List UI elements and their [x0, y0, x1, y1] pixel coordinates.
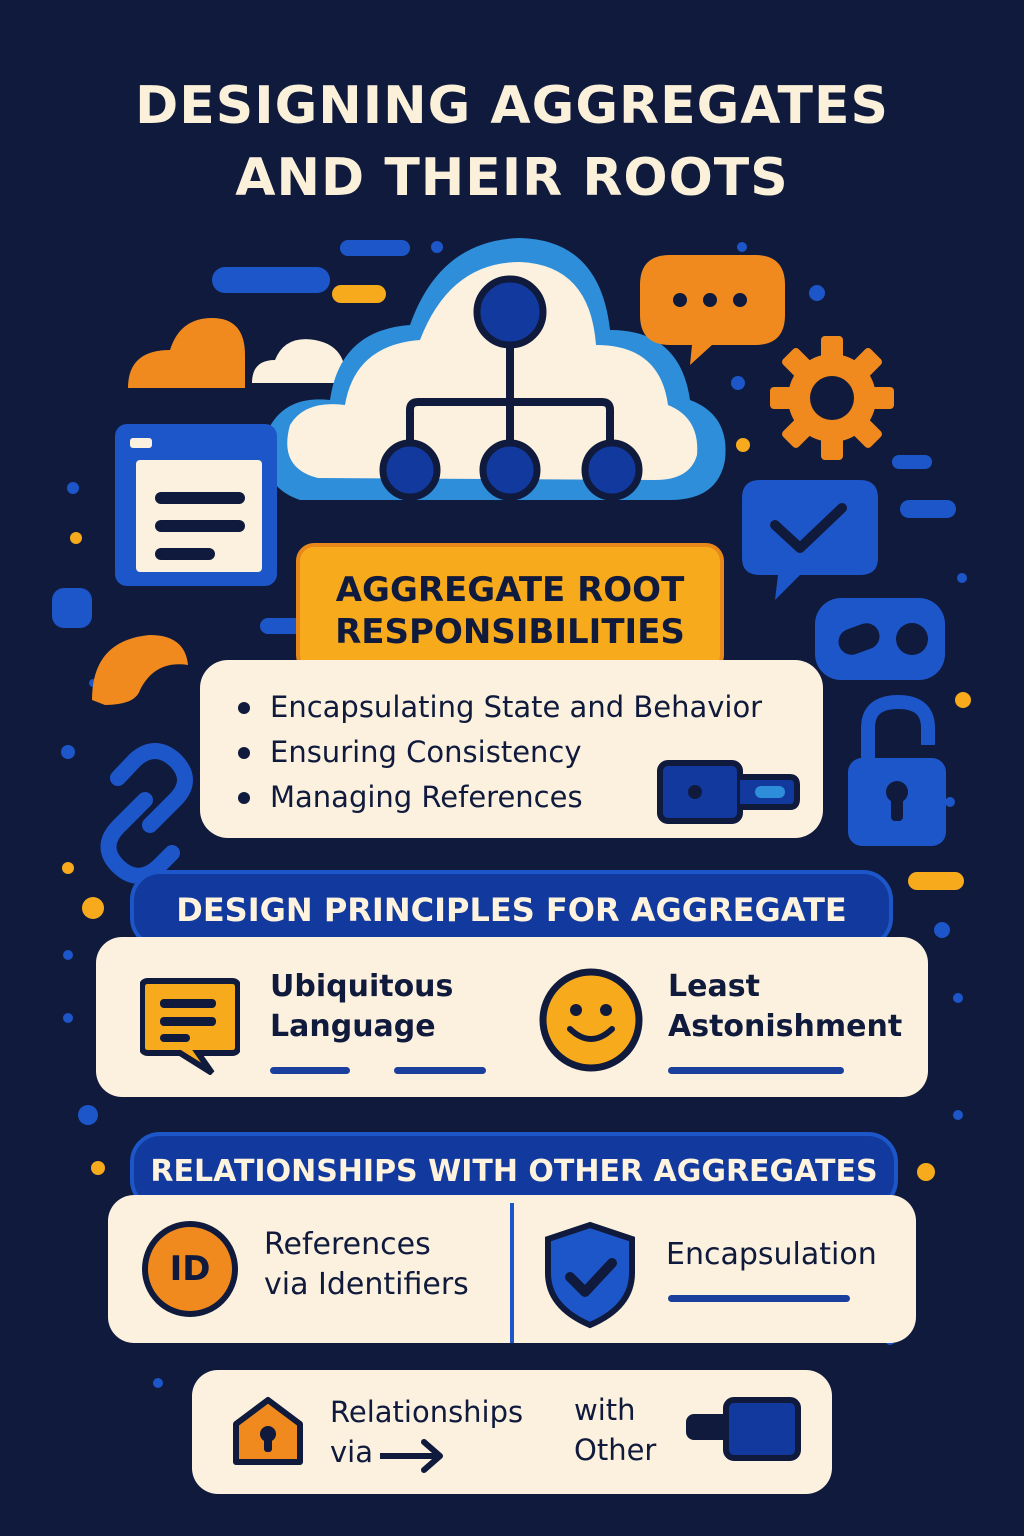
- document-window-icon: [115, 424, 277, 586]
- orange-cloud-icon: [128, 318, 245, 388]
- dot-decorations: [61, 241, 971, 1388]
- design-principles-heading: DESIGN PRINCIPLES FOR AGGREGATE: [130, 870, 893, 948]
- card-line: Other: [574, 1433, 657, 1467]
- with-other-label: with Other: [574, 1390, 656, 1470]
- relationships-heading-text: RELATIONSHIPS WITH OTHER AGGREGATES: [150, 1154, 878, 1189]
- check-message-icon: [742, 480, 878, 600]
- responsibility-item: Encapsulating State and Behavior: [234, 685, 762, 730]
- toggle-link-icon: [815, 598, 945, 680]
- card-line: Relationships: [330, 1395, 524, 1429]
- responsibility-item: Managing References: [234, 775, 762, 820]
- design-principles-heading-text: DESIGN PRINCIPLES FOR AGGREGATE: [176, 891, 847, 929]
- card-line: Language: [270, 1009, 436, 1044]
- underline-decoration: [668, 1067, 844, 1074]
- dash-decoration: [340, 240, 410, 256]
- id-badge-icon: ID: [142, 1221, 238, 1317]
- relationships-card: ID References via Identifiers Encapsulat…: [108, 1195, 916, 1343]
- card-line: via: [330, 1435, 373, 1469]
- dash-decoration: [332, 285, 386, 303]
- card-line: with: [574, 1393, 636, 1427]
- gear-icon: [770, 336, 894, 460]
- title-line-2: AND THEIR ROOTS: [235, 148, 789, 208]
- speech-list-icon: [140, 978, 240, 1075]
- dash-decoration: [900, 500, 956, 518]
- underline-decoration: [394, 1067, 486, 1074]
- aggregate-root-heading: AGGREGATE ROOT RESPONSIBILITIES: [296, 543, 724, 673]
- house-lock-icon: [233, 1397, 303, 1465]
- arrow-right-icon: [380, 1439, 443, 1473]
- orange-arc-decoration: [92, 635, 188, 705]
- encapsulation-label: Encapsulation: [666, 1237, 877, 1272]
- cloud-hierarchy-icon: [265, 238, 726, 501]
- bottom-relationships-card: Relationships via with Other: [192, 1370, 832, 1494]
- responsibility-item: Ensuring Consistency: [234, 730, 762, 775]
- aggregate-root-heading-line-2: RESPONSIBILITIES: [335, 612, 685, 652]
- relationships-via-label: Relationships via: [330, 1392, 523, 1472]
- page-title: DESIGNING AGGREGATES AND THEIR ROOTS: [0, 70, 1024, 214]
- shield-check-icon: [545, 1221, 635, 1329]
- title-line-1: DESIGNING AGGREGATES: [135, 76, 889, 136]
- card-line: Least: [668, 969, 760, 1004]
- card-line: Ubiquitous: [270, 969, 454, 1004]
- least-astonishment-label: Least Astonishment: [668, 967, 902, 1047]
- underline-decoration: [270, 1067, 350, 1074]
- aggregate-root-heading-line-1: AGGREGATE ROOT: [335, 570, 685, 610]
- responsibilities-card: Encapsulating State and Behavior Ensurin…: [200, 660, 823, 838]
- key-tag-icon: [657, 760, 800, 824]
- dash-decoration: [892, 455, 932, 469]
- card-line: References: [264, 1227, 431, 1262]
- responsibilities-list: Encapsulating State and Behavior Ensurin…: [234, 685, 762, 820]
- dash-decoration: [212, 267, 330, 293]
- ubiquitous-language-label: Ubiquitous Language: [270, 967, 453, 1047]
- chat-bubble-icon: [640, 255, 785, 365]
- references-label: References via Identifiers: [264, 1225, 469, 1305]
- smiley-icon: [539, 968, 643, 1072]
- chain-link-icon: [100, 743, 193, 884]
- divider: [510, 1203, 514, 1343]
- small-cloud-icon: [252, 339, 360, 383]
- dash-decoration: [908, 872, 964, 890]
- card-line: via Identifiers: [264, 1267, 469, 1302]
- plug-connector-icon: [686, 1397, 801, 1461]
- lock-icon: [848, 694, 946, 846]
- underline-decoration: [668, 1295, 850, 1302]
- design-principles-card: Ubiquitous Language Least Astonishment: [96, 937, 928, 1097]
- card-line: Astonishment: [668, 1009, 903, 1044]
- dash-decoration: [52, 588, 92, 628]
